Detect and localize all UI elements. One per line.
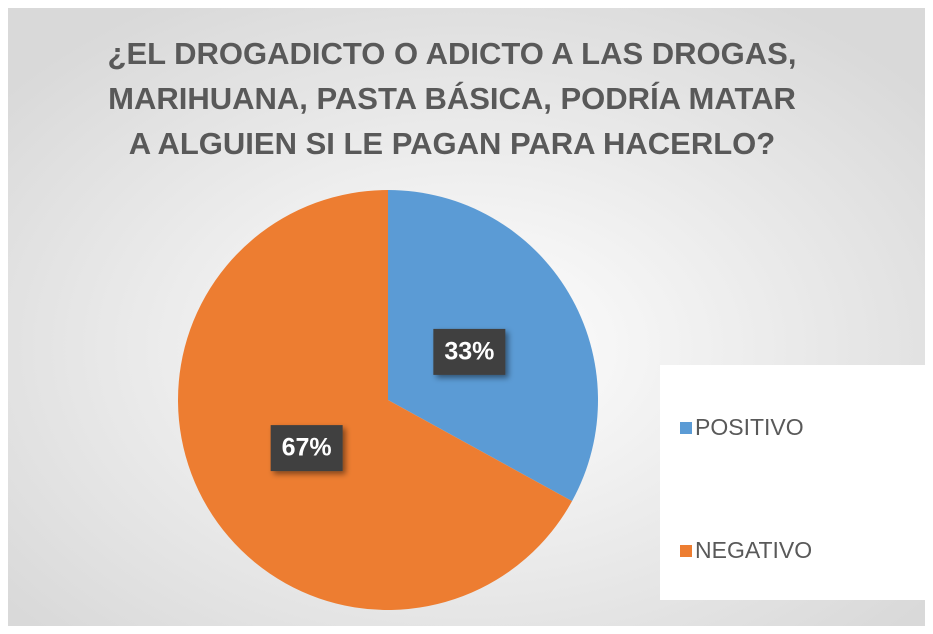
legend-label: POSITIVO xyxy=(695,414,804,440)
data-label-box xyxy=(270,425,343,472)
legend-marker xyxy=(680,422,692,434)
data-label: 67% xyxy=(282,434,332,462)
pie-slice xyxy=(178,190,573,610)
data-label: 33% xyxy=(444,338,494,366)
legend-marker xyxy=(680,545,692,557)
legend-box xyxy=(660,365,925,600)
data-label-box xyxy=(433,328,506,375)
chart-title: A ALGUIEN SI LE PAGAN PARA HACERLO? xyxy=(129,126,775,161)
chart-title: ¿EL DROGADICTO O ADICTO A LAS DROGAS, xyxy=(108,36,797,71)
chart-title: MARIHUANA, PASTA BÁSICA, PODRÍA MATAR xyxy=(108,81,796,116)
legend-label: NEGATIVO xyxy=(695,537,812,563)
